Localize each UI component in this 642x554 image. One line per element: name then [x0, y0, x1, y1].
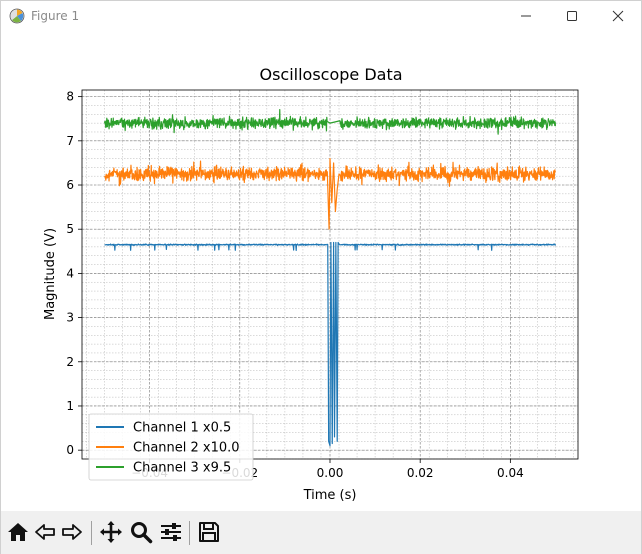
toolbar-separator	[189, 521, 190, 545]
pan-button[interactable]	[98, 519, 124, 545]
navigation-toolbar	[1, 511, 641, 554]
series-line-channel-3	[103, 108, 557, 135]
x-axis-label: Time (s)	[303, 488, 357, 503]
zoom-icon	[131, 522, 153, 544]
maximize-button[interactable]	[549, 1, 595, 31]
x-tick-label: 0.02	[407, 466, 434, 480]
y-tick-label: 1	[66, 399, 74, 413]
forward-icon	[62, 524, 82, 540]
y-tick-label: 3	[66, 311, 74, 325]
series-line-channel-1	[104, 241, 557, 447]
legend-label-channel-3: Channel 3 x9.5	[133, 461, 231, 476]
legend: Channel 1 x0.5 Channel 2 x10.0 Channel 3 x…	[88, 413, 254, 481]
y-axis-label: Magnitude (V)	[43, 228, 58, 320]
legend-box	[88, 413, 254, 481]
window-title: Figure 1	[31, 9, 80, 23]
y-tick-label: 2	[66, 355, 74, 369]
x-tick-label: 0.04	[497, 466, 524, 480]
toolbar-separator	[91, 521, 92, 545]
y-tick-label: 0	[66, 443, 74, 457]
legend-label-channel-2: Channel 2 x10.0	[133, 441, 240, 456]
close-button[interactable]	[595, 1, 641, 31]
subplots-button[interactable]	[158, 519, 184, 545]
subplots-icon	[161, 523, 181, 541]
chart-title: Oscilloscope Data	[259, 65, 402, 84]
y-tick-label: 6	[66, 178, 74, 192]
y-tick-label: 5	[66, 222, 74, 236]
pan-icon	[100, 521, 122, 543]
legend-label-channel-1: Channel 1 x0.5	[133, 421, 231, 436]
matplotlib-icon	[9, 8, 25, 24]
x-tick-label: 0.00	[317, 466, 344, 480]
minimize-icon	[521, 15, 531, 17]
y-tick-label: 4	[66, 266, 74, 280]
series-line-channel-2	[104, 157, 556, 230]
minimize-button[interactable]	[503, 1, 549, 31]
maximize-icon	[567, 11, 577, 21]
zoom-button[interactable]	[128, 519, 154, 545]
y-tick-label: 8	[66, 90, 74, 104]
save-button[interactable]	[196, 519, 222, 545]
y-ticks: 0 1 2 3 4 5 6 7 8	[66, 90, 82, 457]
back-button[interactable]	[32, 519, 58, 545]
series-layer	[103, 108, 557, 447]
home-button[interactable]	[5, 519, 31, 545]
back-icon	[35, 524, 55, 540]
save-icon	[199, 522, 219, 542]
forward-button[interactable]	[59, 519, 85, 545]
home-icon	[8, 523, 28, 541]
title-bar: Figure 1	[1, 1, 641, 31]
minor-grid	[82, 90, 578, 460]
y-tick-label: 7	[66, 134, 74, 148]
close-icon	[612, 10, 624, 22]
